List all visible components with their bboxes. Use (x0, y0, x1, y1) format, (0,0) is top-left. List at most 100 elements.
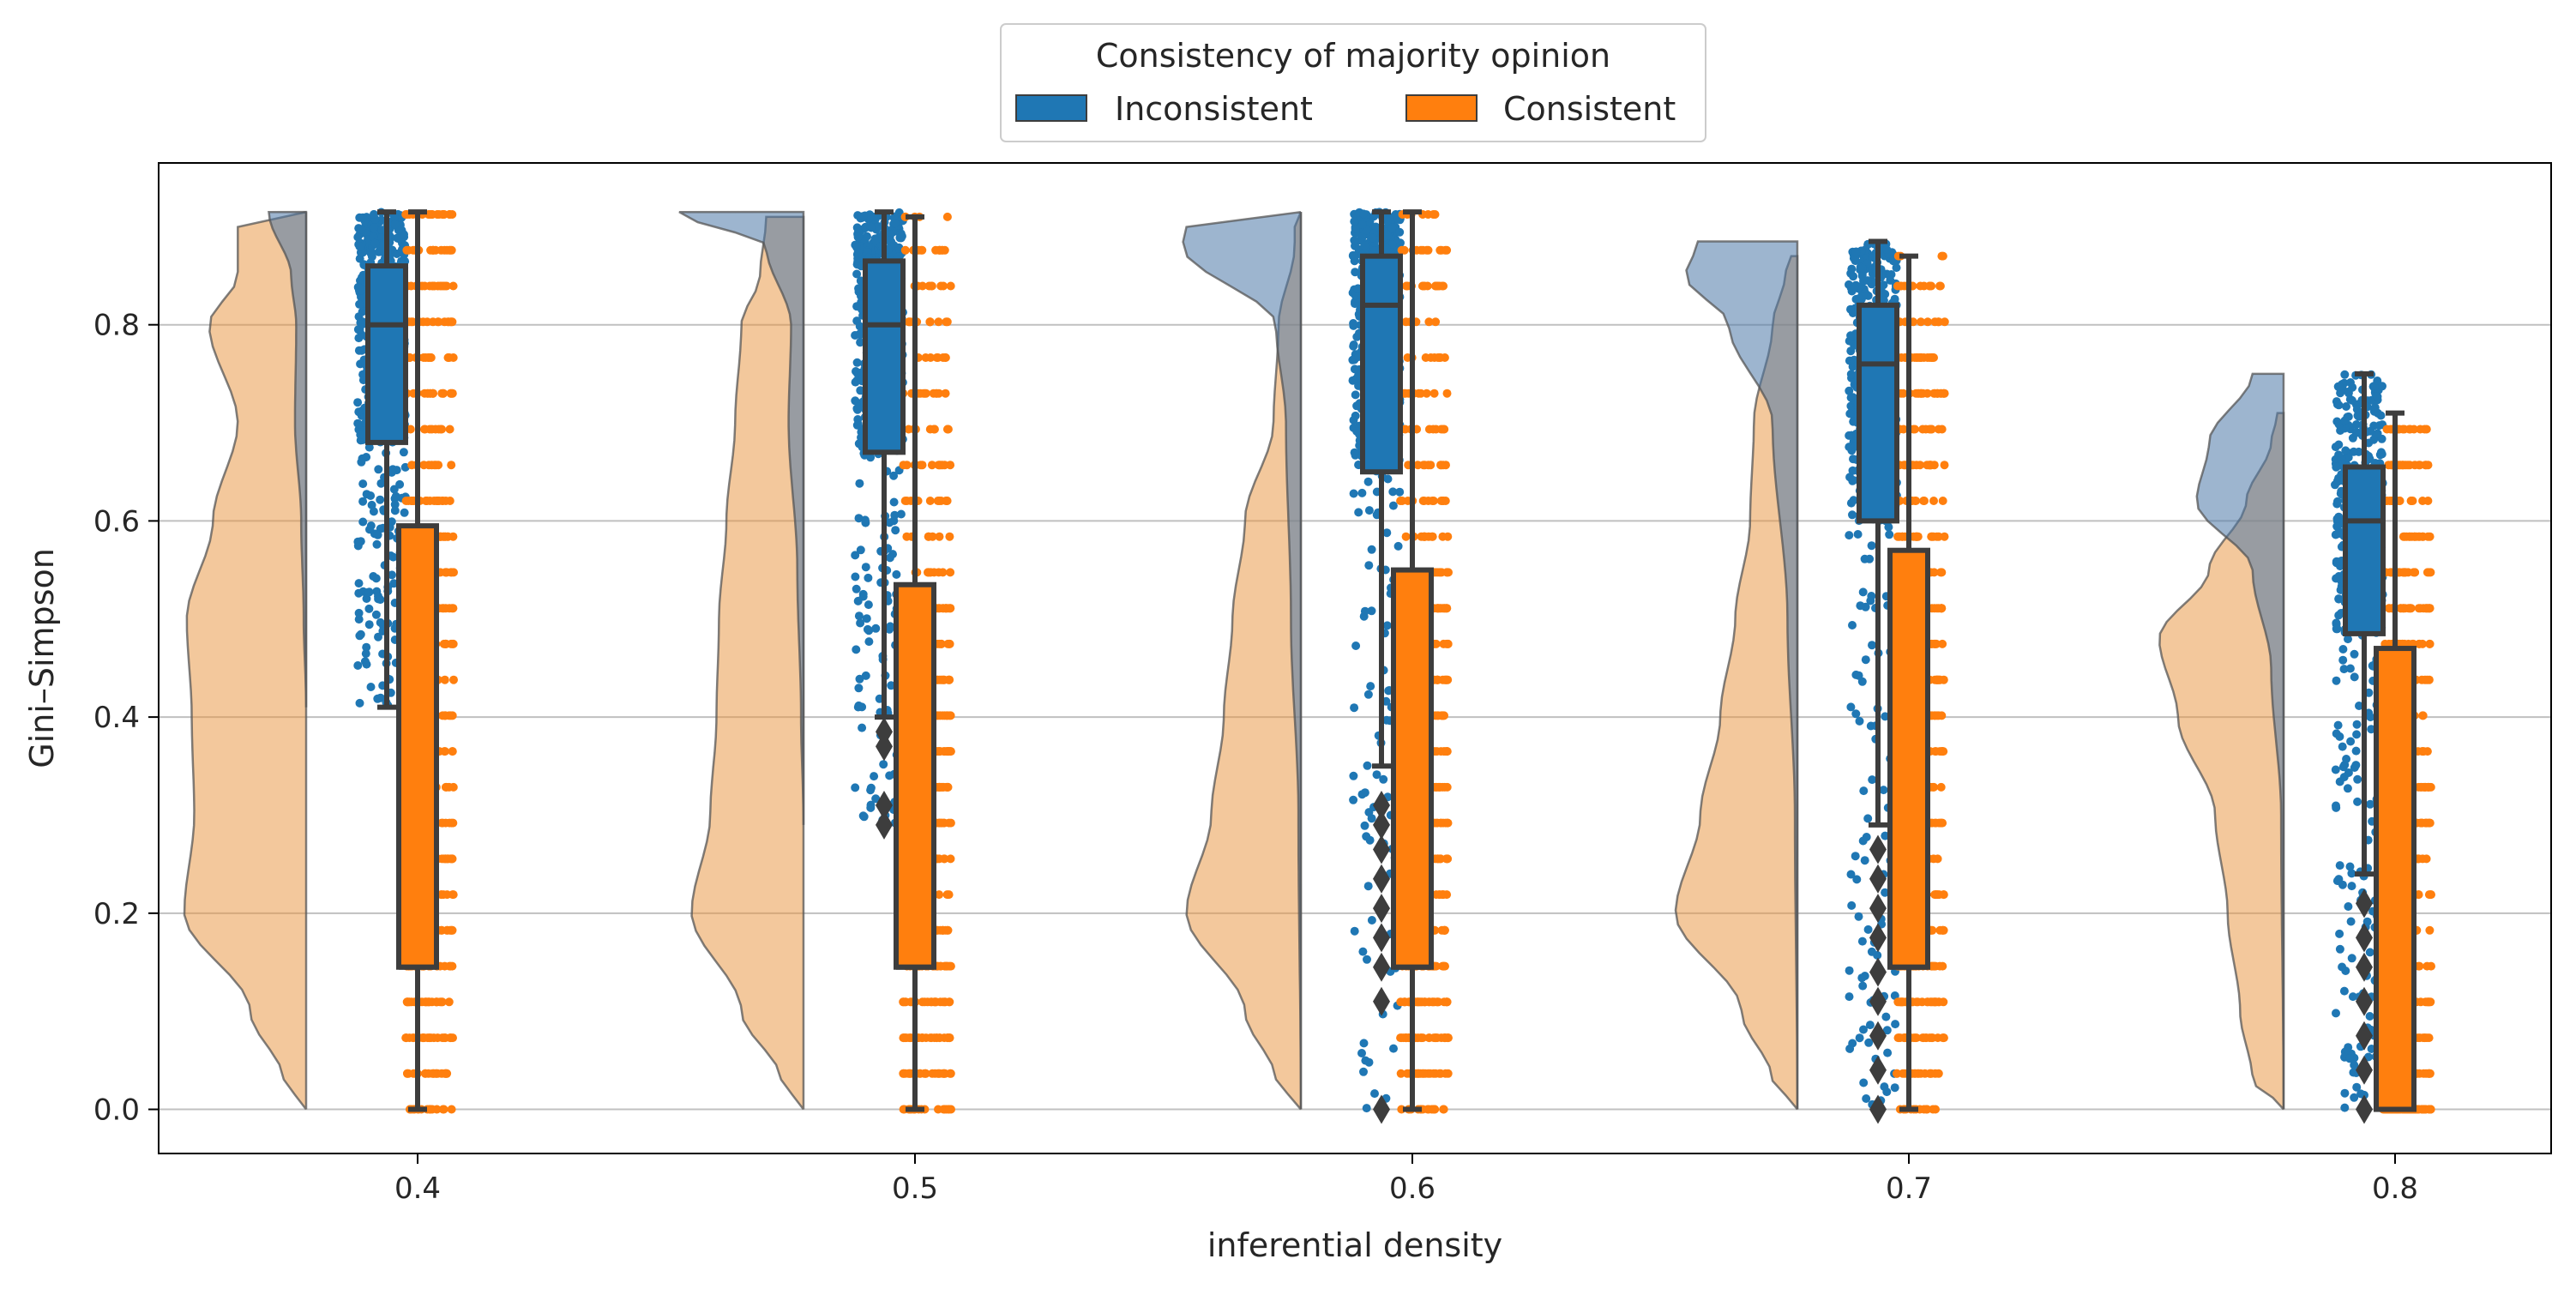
strip-point-consistent (1419, 497, 1429, 505)
strip-point-consistent (920, 997, 930, 1007)
strip-point-inconsistent (392, 250, 401, 258)
strip-point-inconsistent (866, 803, 876, 812)
strip-point-inconsistent (1357, 220, 1367, 230)
strip-point-inconsistent (2366, 799, 2374, 809)
strip-point-inconsistent (2366, 426, 2375, 436)
strip-point-inconsistent (357, 225, 366, 234)
strip-point-consistent (900, 1033, 910, 1043)
strip-point-inconsistent (874, 222, 883, 231)
strip-point-consistent (945, 532, 954, 541)
strip-point-inconsistent (1848, 621, 1857, 629)
strip-point-inconsistent (871, 794, 881, 804)
strip-point-inconsistent (862, 614, 871, 623)
strip-point-consistent (420, 1069, 430, 1078)
strip-point-consistent (424, 353, 433, 362)
strip-point-inconsistent (1372, 770, 1381, 780)
strip-point-consistent (1936, 782, 1946, 792)
strip-point-inconsistent (1388, 501, 1398, 510)
strip-point-inconsistent (2338, 962, 2347, 972)
strip-point-inconsistent (354, 608, 364, 617)
strip-point-inconsistent (1379, 774, 1388, 784)
strip-point-consistent (444, 782, 454, 792)
strip-point-consistent (935, 532, 944, 541)
strip-point-consistent (440, 675, 449, 684)
strip-point-consistent (927, 1033, 936, 1043)
strip-point-consistent (430, 281, 439, 291)
strip-point-inconsistent (2352, 720, 2362, 729)
strip-point-consistent (925, 317, 935, 327)
strip-point-inconsistent (852, 302, 862, 311)
strip-point-inconsistent (1395, 487, 1405, 497)
strip-point-inconsistent (2348, 992, 2357, 1002)
strip-point-consistent (1938, 497, 1947, 505)
strip-point-consistent (902, 532, 912, 541)
strip-point-inconsistent (1351, 268, 1360, 277)
strip-point-inconsistent (1881, 290, 1890, 298)
strip-point-consistent (936, 1033, 944, 1043)
strip-point-consistent (1433, 604, 1442, 613)
strip-point-inconsistent (890, 219, 900, 228)
strip-point-inconsistent (1884, 522, 1893, 532)
strip-point-consistent (902, 497, 912, 505)
strip-point-inconsistent (2369, 435, 2379, 444)
strip-point-consistent (941, 389, 950, 398)
strip-point-inconsistent (1362, 832, 1371, 841)
strip-point-consistent (1911, 389, 1921, 398)
strip-point-consistent (448, 961, 457, 971)
strip-point-inconsistent (2351, 746, 2361, 756)
strip-point-consistent (1441, 604, 1451, 613)
strip-point-consistent (432, 997, 442, 1007)
strip-point-inconsistent (854, 701, 864, 710)
strip-point-inconsistent (891, 526, 900, 535)
strip-point-inconsistent (1845, 992, 1854, 1002)
strip-point-inconsistent (1848, 331, 1857, 340)
strip-point-consistent (2386, 568, 2395, 577)
strip-point-inconsistent (370, 238, 380, 248)
strip-point-consistent (944, 890, 954, 900)
strip-point-consistent (2418, 854, 2428, 864)
strip-point-consistent (900, 245, 910, 255)
strip-point-inconsistent (1891, 1020, 1900, 1029)
strip-point-consistent (1442, 389, 1452, 398)
strip-point-consistent (444, 997, 454, 1007)
strip-point-inconsistent (1858, 836, 1868, 846)
strip-point-consistent (1929, 497, 1938, 505)
strip-point-consistent (1938, 639, 1947, 648)
strip-point-inconsistent (1393, 541, 1403, 551)
strip-point-consistent (1423, 461, 1433, 470)
strip-point-consistent (936, 711, 945, 720)
strip-point-consistent (1898, 532, 1907, 541)
strip-point-consistent (918, 245, 927, 255)
strip-point-inconsistent (2338, 762, 2348, 772)
strip-point-inconsistent (1350, 703, 1359, 713)
strip-point-consistent (448, 317, 457, 327)
strip-point-inconsistent (376, 215, 386, 225)
strip-point-consistent (1931, 818, 1941, 828)
strip-point-consistent (441, 854, 450, 864)
strip-point-consistent (1419, 1069, 1428, 1078)
strip-point-inconsistent (370, 209, 378, 219)
strip-point-inconsistent (2331, 765, 2340, 774)
strip-point-consistent (2410, 425, 2419, 434)
strip-point-inconsistent (1863, 925, 1873, 934)
strip-point-inconsistent (2339, 986, 2349, 996)
violin-inconsistent (1685, 240, 1799, 1110)
strip-point-inconsistent (1366, 682, 1375, 691)
strip-point-consistent (1420, 997, 1429, 1007)
strip-point-inconsistent (2332, 515, 2342, 523)
strip-point-inconsistent (1846, 370, 1856, 379)
strip-point-inconsistent (361, 649, 370, 659)
strip-point-consistent (1401, 317, 1411, 327)
strip-point-consistent (1917, 317, 1925, 327)
strip-point-inconsistent (1395, 227, 1405, 237)
strip-point-consistent (1922, 1105, 1931, 1114)
strip-point-inconsistent (2332, 624, 2341, 634)
strip-point-consistent (1899, 1069, 1907, 1078)
strip-point-inconsistent (896, 509, 906, 519)
strip-point-consistent (945, 1033, 954, 1043)
strip-point-inconsistent (2367, 725, 2376, 734)
strip-point-inconsistent (1866, 596, 1875, 605)
strip-point-inconsistent (2333, 720, 2343, 730)
strip-point-inconsistent (2373, 376, 2382, 385)
strip-point-inconsistent (1367, 916, 1376, 925)
